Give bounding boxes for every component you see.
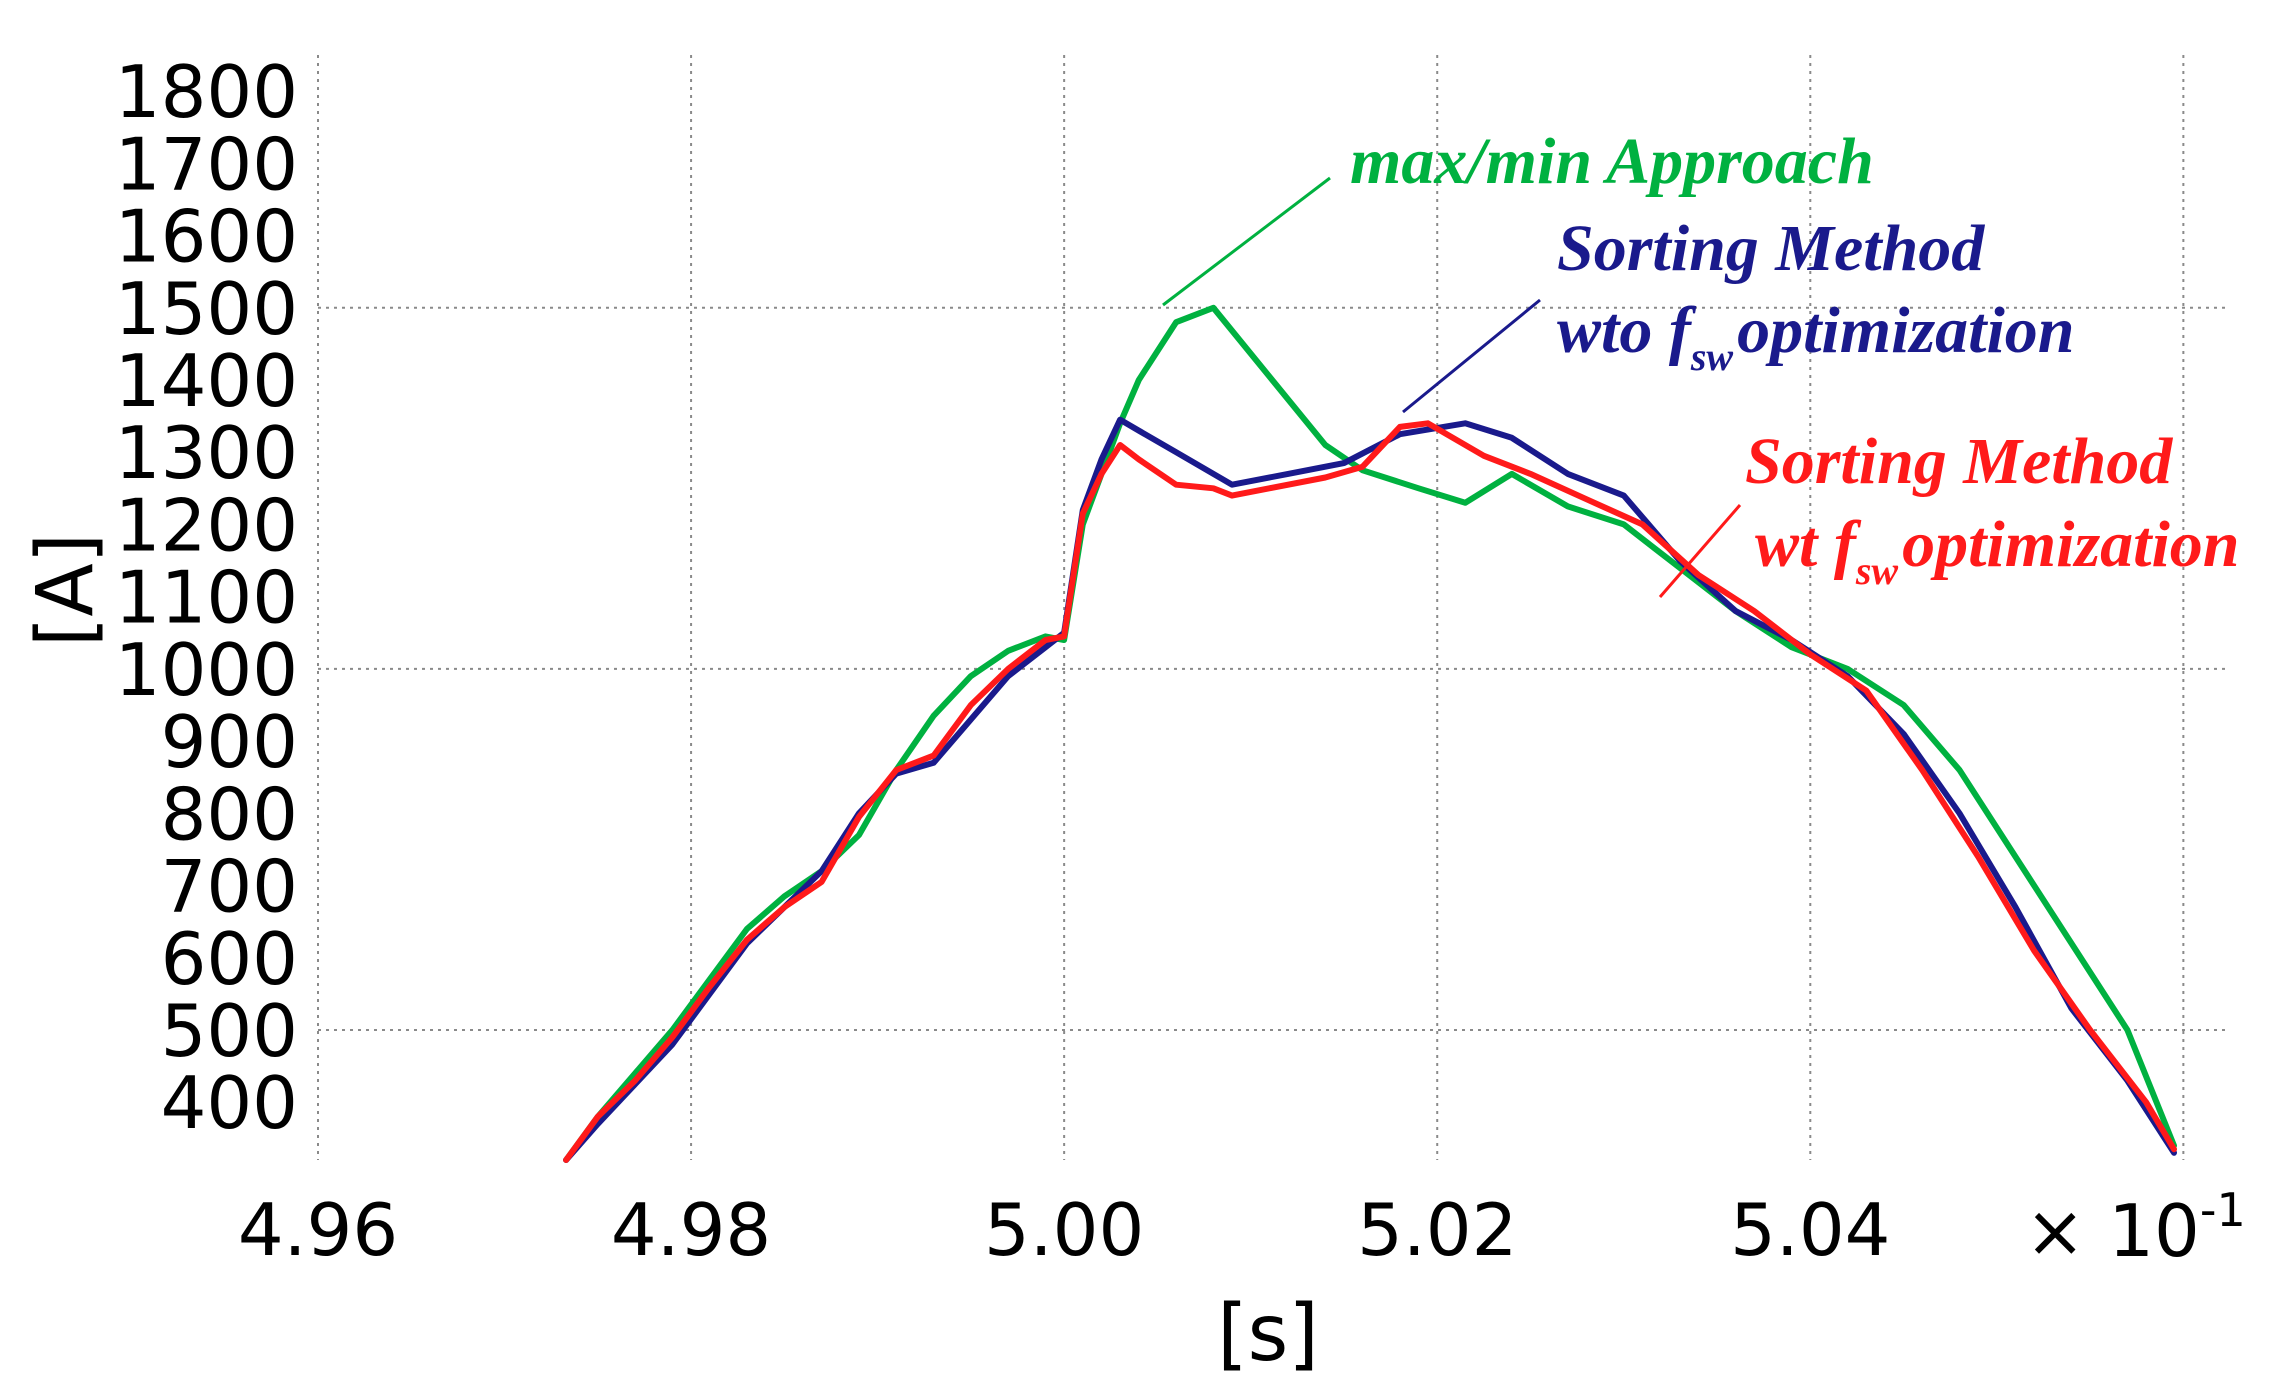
x-axis-multiplier: × 10-1 <box>2025 1183 2246 1273</box>
annotations: max/min Approach Sorting Method wto fswo… <box>1162 125 2240 598</box>
y-axis-label: [A] <box>21 533 111 647</box>
annotation-leader-sorting-wto <box>1402 298 1541 414</box>
x-tick-label: 5.04 <box>1730 1188 1890 1272</box>
y-tick-label: 1300 <box>115 411 298 495</box>
x-tick-label: 5.00 <box>984 1188 1144 1272</box>
y-tick-label: 1400 <box>115 339 298 423</box>
y-tick-label: 500 <box>161 989 298 1073</box>
annotation-sorting-wt-line2: wt fswoptimization <box>1755 508 2240 593</box>
y-tick-label: 1200 <box>115 483 298 567</box>
x-axis-label: [s] <box>1217 1289 1319 1379</box>
x-tick-label: 5.02 <box>1357 1188 1517 1272</box>
y-tick-label: 1600 <box>115 195 298 279</box>
tick-labels: 4.96 4.98 5.00 5.02 5.04 40050060070080090010… <box>115 50 1891 1272</box>
y-tick-label: 1000 <box>115 628 298 712</box>
y-tick-label: 1500 <box>115 267 298 351</box>
y-tick-label: 600 <box>161 917 298 1001</box>
y-tick-label: 1800 <box>115 50 298 134</box>
series-lines <box>563 304 2177 1163</box>
grid <box>317 55 2230 1160</box>
y-tick-label: 1100 <box>115 556 298 640</box>
annotation-sorting-wto-line1: Sorting Method <box>1557 212 1985 285</box>
x-tick-label: 4.96 <box>238 1188 398 1272</box>
annotation-leader-sorting-wt <box>1658 504 1742 598</box>
y-tick-label: 800 <box>161 772 298 856</box>
y-tick-label: 700 <box>161 845 298 929</box>
annotation-sorting-wt-line1: Sorting Method <box>1745 425 2173 498</box>
annotation-sorting-wto-line2: wto fswoptimization <box>1557 294 2075 379</box>
x-tick-label: 4.98 <box>611 1188 771 1272</box>
annotation-max-min: max/min Approach <box>1350 125 1874 198</box>
annotation-leader-max-min <box>1162 176 1331 307</box>
y-tick-label: 900 <box>161 700 298 784</box>
series-line-2 <box>563 420 2177 1163</box>
y-tick-label: 1700 <box>115 122 298 206</box>
y-tick-label: 400 <box>161 1061 298 1145</box>
